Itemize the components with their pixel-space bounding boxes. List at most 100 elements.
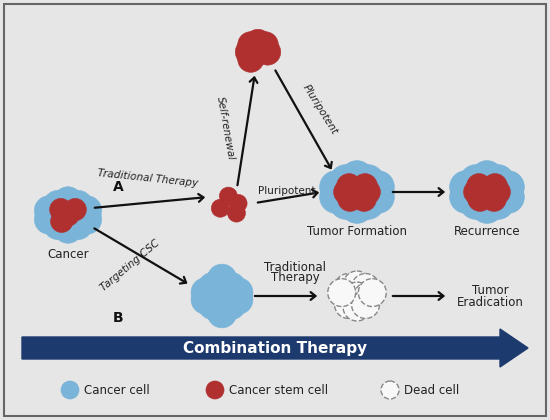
Circle shape	[64, 198, 86, 221]
Circle shape	[492, 171, 524, 203]
Circle shape	[191, 285, 221, 314]
Circle shape	[238, 32, 264, 58]
Circle shape	[216, 290, 246, 320]
Circle shape	[460, 186, 492, 219]
Circle shape	[334, 180, 359, 205]
Circle shape	[471, 191, 503, 223]
Circle shape	[61, 381, 79, 399]
Circle shape	[356, 176, 388, 208]
Circle shape	[53, 187, 82, 216]
Circle shape	[337, 173, 361, 198]
Circle shape	[359, 278, 386, 307]
Text: Recurrence: Recurrence	[454, 225, 520, 238]
Circle shape	[486, 176, 519, 208]
Circle shape	[320, 181, 353, 213]
Circle shape	[345, 180, 370, 205]
Circle shape	[43, 210, 73, 240]
Circle shape	[196, 281, 225, 311]
Circle shape	[72, 205, 102, 234]
Circle shape	[343, 282, 371, 310]
Circle shape	[354, 282, 382, 310]
Circle shape	[340, 176, 373, 208]
Text: Cancer: Cancer	[47, 248, 89, 261]
Circle shape	[245, 39, 271, 65]
Circle shape	[245, 29, 271, 55]
Circle shape	[471, 160, 503, 193]
Circle shape	[329, 186, 362, 219]
Circle shape	[340, 191, 373, 223]
Circle shape	[72, 196, 102, 225]
Circle shape	[34, 205, 64, 234]
Circle shape	[207, 270, 236, 299]
Circle shape	[207, 293, 236, 323]
Text: Therapy: Therapy	[271, 271, 320, 284]
Circle shape	[338, 186, 362, 211]
Circle shape	[351, 291, 379, 318]
Circle shape	[211, 199, 229, 217]
Text: Pluripotent: Pluripotent	[258, 186, 316, 196]
Circle shape	[223, 278, 253, 307]
Circle shape	[464, 180, 488, 205]
Circle shape	[351, 186, 376, 211]
Circle shape	[356, 180, 381, 205]
Circle shape	[353, 173, 377, 198]
Circle shape	[238, 46, 264, 72]
Circle shape	[216, 272, 246, 302]
Circle shape	[343, 271, 371, 299]
Circle shape	[255, 39, 280, 65]
Circle shape	[328, 278, 356, 307]
Circle shape	[475, 180, 499, 205]
Circle shape	[468, 186, 492, 211]
Text: Cancer cell: Cancer cell	[84, 383, 150, 396]
Circle shape	[43, 190, 73, 220]
Text: Traditional: Traditional	[264, 261, 326, 274]
Text: Cancer stem cell: Cancer stem cell	[229, 383, 328, 396]
Circle shape	[51, 210, 73, 232]
Circle shape	[449, 181, 482, 213]
FancyBboxPatch shape	[4, 4, 546, 416]
Circle shape	[361, 181, 394, 213]
Circle shape	[235, 39, 261, 65]
Circle shape	[34, 196, 64, 225]
Circle shape	[207, 264, 236, 294]
Circle shape	[63, 210, 92, 240]
Circle shape	[50, 198, 72, 221]
Circle shape	[320, 171, 353, 203]
Circle shape	[206, 381, 224, 399]
Circle shape	[334, 291, 362, 318]
Circle shape	[381, 381, 399, 399]
Circle shape	[482, 165, 514, 197]
Circle shape	[53, 200, 82, 230]
Circle shape	[492, 181, 524, 213]
Circle shape	[53, 214, 82, 243]
Circle shape	[63, 190, 92, 220]
Circle shape	[486, 180, 510, 205]
Circle shape	[340, 160, 373, 193]
Text: Targeting CSC: Targeting CSC	[98, 237, 162, 293]
Circle shape	[343, 293, 371, 321]
Circle shape	[361, 171, 394, 203]
Circle shape	[219, 281, 249, 311]
Text: Combination Therapy: Combination Therapy	[183, 341, 367, 355]
Text: Traditional Therapy: Traditional Therapy	[97, 168, 199, 189]
Circle shape	[482, 186, 507, 211]
Circle shape	[207, 281, 236, 311]
Circle shape	[334, 273, 362, 302]
Circle shape	[57, 204, 79, 226]
Circle shape	[252, 32, 278, 58]
Circle shape	[482, 186, 514, 219]
Circle shape	[223, 285, 253, 314]
Text: Self-renewal: Self-renewal	[214, 95, 235, 160]
FancyArrow shape	[22, 329, 528, 367]
Text: Tumor Formation: Tumor Formation	[307, 225, 407, 238]
Circle shape	[219, 187, 238, 205]
Circle shape	[449, 171, 482, 203]
Circle shape	[351, 273, 379, 302]
Circle shape	[191, 278, 221, 307]
Text: A: A	[113, 180, 123, 194]
Circle shape	[326, 176, 359, 208]
Circle shape	[351, 165, 384, 197]
Circle shape	[207, 298, 236, 328]
Circle shape	[466, 173, 491, 198]
Circle shape	[198, 272, 228, 302]
